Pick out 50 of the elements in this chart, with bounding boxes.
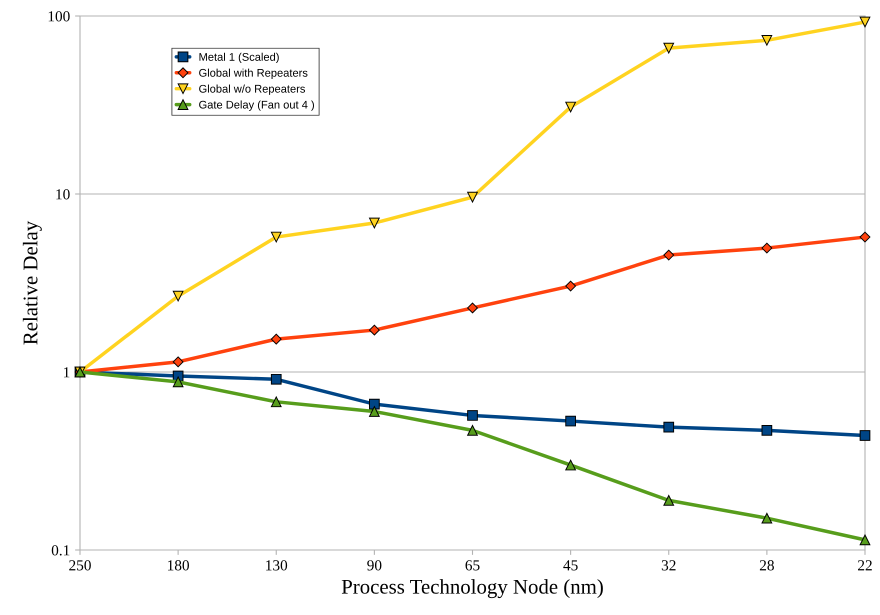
point [860,16,870,28]
x-tick-label: 130 [266,560,288,570]
point [663,250,674,260]
point [663,42,674,54]
point [172,290,184,302]
x-tick-label: 180 [168,560,189,570]
point [172,376,184,388]
point [270,232,282,242]
point [467,302,478,314]
x-tick-label: 90 [367,560,382,570]
y-tick-label: 0.1 [52,545,70,556]
legend-label: Global with Repeaters [199,68,308,79]
x-tick-label: 250 [69,560,91,570]
point [860,534,870,546]
point [270,396,282,408]
point [663,495,674,506]
legend-label: Gate Delay (Fan out 4 ) [199,100,314,111]
point [467,425,478,436]
y-axis-title: Relative Delay [22,220,42,345]
point [860,232,870,242]
point [467,410,478,421]
point [761,242,772,254]
point [270,334,282,345]
x-axis-title: Process Technology Node (nm) [342,579,603,598]
legend-label: Global w/o Repeaters [199,84,306,95]
point [762,34,772,46]
point [368,324,380,336]
x-tick-label: 28 [760,560,774,570]
point [172,356,184,368]
point [762,425,772,436]
point [369,398,380,410]
point [369,406,380,417]
point [762,512,772,524]
point [663,422,674,432]
x-tick-label: 32 [662,560,676,570]
legend-label: Metal 1 (Scaled) [199,52,279,64]
point [565,416,576,426]
point [565,102,576,112]
x-tick-label: 22 [858,560,872,570]
y-tick-label: 10 [56,189,70,200]
point [270,374,282,385]
x-tick-label: 65 [466,560,480,570]
point [369,218,380,228]
point [860,430,870,441]
point [467,192,478,202]
point [565,280,576,292]
y-tick-label: 1 [64,367,70,378]
x-tick-label: 45 [563,560,578,570]
y-tick-label: 100 [48,11,70,22]
point [565,460,576,470]
